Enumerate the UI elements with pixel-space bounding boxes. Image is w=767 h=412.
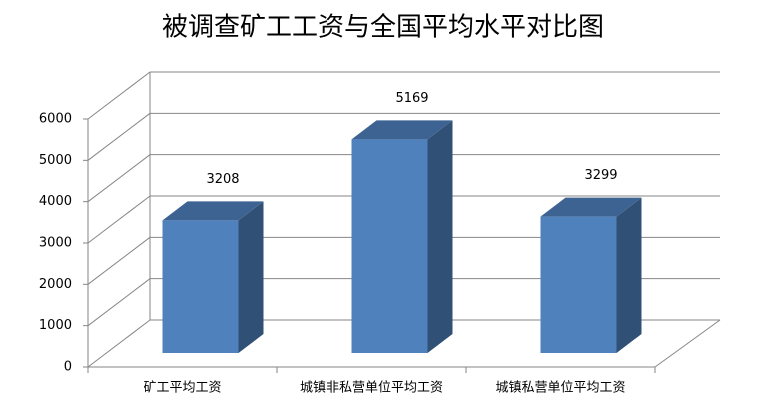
bar-side [616,197,642,353]
bar-top [351,120,453,140]
value-label: 5169 [395,91,428,106]
value-label: 3208 [206,172,239,187]
bar [162,220,239,353]
floor-edge [654,319,721,368]
value-label: 3299 [584,168,617,183]
grid-line [87,112,151,161]
bar-top [162,201,264,221]
grid-line [87,319,151,368]
y-tick-label: 1000 [39,318,72,333]
y-tick-label: 3000 [39,236,72,251]
grid-line [87,278,151,327]
grid-line [87,154,151,203]
chart-title: 被调查矿工工资与全国平均水平对比图 [162,13,604,43]
y-tick-label: 4000 [39,194,72,209]
x-tick-label: 矿工平均工资 [143,381,221,396]
bar-side [238,201,264,353]
bar [540,216,617,353]
bar-top [540,197,642,217]
x-tick-label: 城镇私营单位平均工资 [495,381,625,396]
y-tick-label: 2000 [39,277,72,292]
y-tick-label: 5000 [39,153,72,168]
bar-side [427,120,453,354]
x-tick-label: 城镇非私营单位平均工资 [300,381,443,396]
grid-line [87,195,151,244]
y-tick-label: 0 [64,360,72,375]
bar [351,139,428,353]
grid-line [87,71,151,120]
grid-line [87,236,151,285]
y-tick-label: 6000 [39,112,72,127]
